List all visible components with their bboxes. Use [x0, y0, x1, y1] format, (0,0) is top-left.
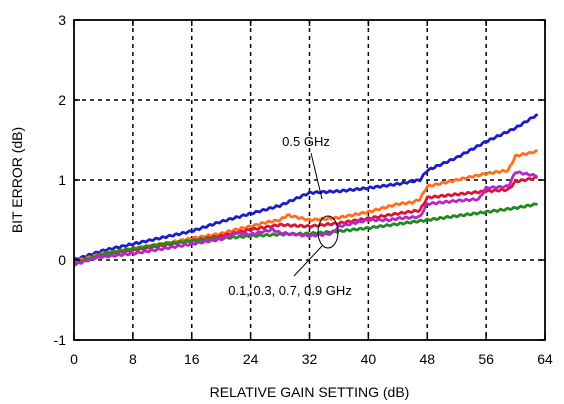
- series-line-3: [73, 202, 538, 266]
- x-tick-label-0: 0: [70, 351, 78, 367]
- annotation-cluster-leader: [293, 245, 323, 277]
- x-tick-label-64: 64: [537, 351, 553, 367]
- grid-lines: [74, 20, 545, 340]
- annotation-cluster-ellipse: [317, 215, 339, 249]
- x-tick-labels: 0 8 16 24 32 40 48 56 64: [70, 351, 553, 367]
- y-tick-label-1: 1: [58, 172, 66, 188]
- series-group: [73, 113, 539, 267]
- x-tick-label-24: 24: [243, 351, 259, 367]
- x-tick-label-32: 32: [302, 351, 318, 367]
- series-line-1: [73, 149, 538, 263]
- annotation-0-5-ghz: 0.5 GHz: [282, 134, 330, 149]
- y-tick-labels: -1 0 1 2 3: [54, 12, 67, 348]
- series-line-4: [73, 170, 538, 267]
- x-tick-label-8: 8: [129, 351, 137, 367]
- x-tick-label-16: 16: [184, 351, 200, 367]
- series-line-0: [73, 113, 539, 262]
- y-tick-label-3: 3: [58, 12, 66, 28]
- x-tick-label-56: 56: [478, 351, 494, 367]
- series-line-2: [73, 175, 538, 265]
- x-tick-label-48: 48: [419, 351, 435, 367]
- y-tick-label--1: -1: [54, 332, 67, 348]
- y-axis-label: BIT ERROR (dB): [9, 127, 25, 233]
- tick-marks: [73, 19, 546, 341]
- annotations: 0.5 GHz 0.1, 0.3, 0.7, 0.9 GHz: [228, 134, 352, 298]
- x-axis-label: RELATIVE GAIN SETTING (dB): [210, 384, 410, 400]
- annotation-cluster-label: 0.1, 0.3, 0.7, 0.9 GHz: [228, 283, 352, 298]
- y-tick-label-2: 2: [58, 92, 66, 108]
- y-tick-label-0: 0: [58, 252, 66, 268]
- x-tick-label-40: 40: [361, 351, 377, 367]
- annotation-0-5-ghz-leader: [310, 152, 323, 200]
